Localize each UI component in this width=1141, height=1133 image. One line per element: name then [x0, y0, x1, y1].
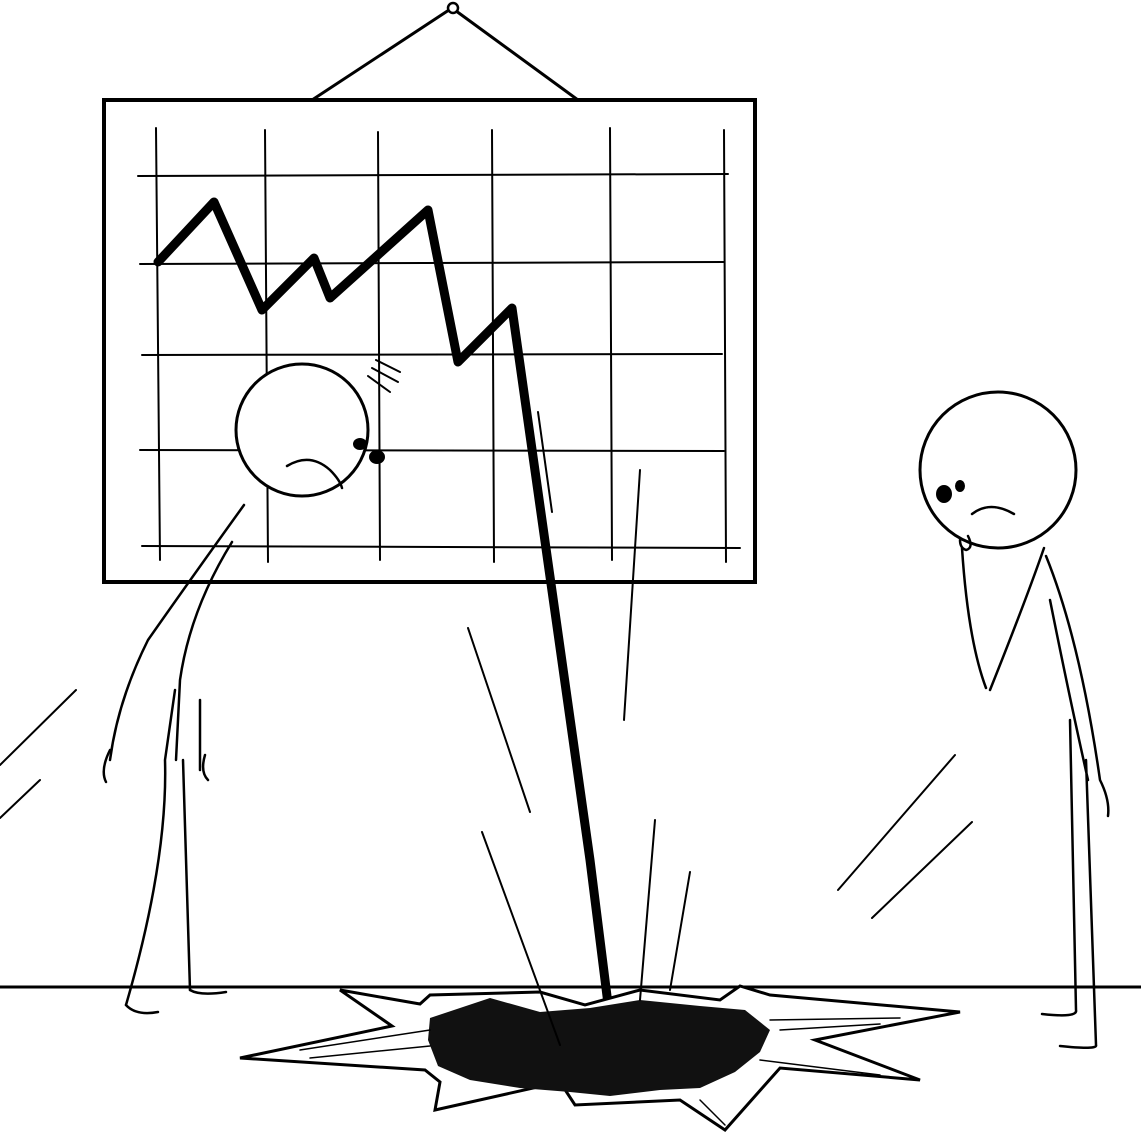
left-person — [102, 359, 401, 1015]
nail-icon — [446, 1, 460, 15]
wall-hanger — [310, 1, 580, 102]
left-person-eye — [353, 438, 367, 450]
left-person-eye — [369, 450, 385, 464]
floor-hole — [239, 984, 961, 1132]
right-person-eye — [936, 485, 952, 503]
hole-depth — [428, 998, 770, 1096]
right-person-head — [918, 390, 1078, 550]
left-person-head — [234, 362, 370, 498]
board-grid — [137, 127, 741, 563]
chart-board — [102, 98, 757, 584]
impact-streaks — [0, 411, 973, 1046]
right-person — [918, 390, 1110, 1049]
trend-line — [153, 197, 620, 1065]
hole-hatching — [299, 1017, 901, 1126]
board-frame — [102, 98, 757, 584]
right-person-eye — [955, 480, 965, 492]
